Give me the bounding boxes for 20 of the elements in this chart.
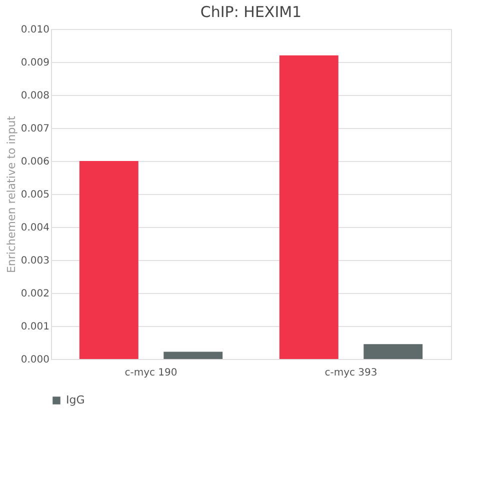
- y-tick-label: 0.001: [20, 322, 50, 332]
- chart-title: ChIP: HEXIM1: [200, 3, 302, 21]
- x-tick-label: c-myc 190: [124, 368, 178, 378]
- y-tick-label: 0.004: [20, 222, 50, 234]
- y-tick-label: 0.007: [20, 124, 50, 134]
- bar: [279, 55, 338, 359]
- y-tick-label: 0.003: [20, 256, 50, 266]
- bar: [364, 344, 423, 359]
- y-tick-label: 0.005: [20, 190, 50, 200]
- x-tick-label: c-myc 393: [324, 368, 378, 378]
- y-tick-label: 0.006: [20, 156, 50, 168]
- bar: [79, 161, 138, 359]
- bar: [164, 352, 223, 359]
- y-tick-label: 0.008: [20, 90, 50, 102]
- legend-label: IgG: [66, 394, 85, 406]
- y-axis-title: Enrichemen relative to input: [4, 115, 18, 274]
- y-tick-label: 0.009: [20, 58, 50, 68]
- y-tick-label: 0.002: [20, 288, 50, 300]
- y-tick-label: 0.000: [20, 354, 50, 366]
- y-tick-label: 0.010: [20, 24, 50, 36]
